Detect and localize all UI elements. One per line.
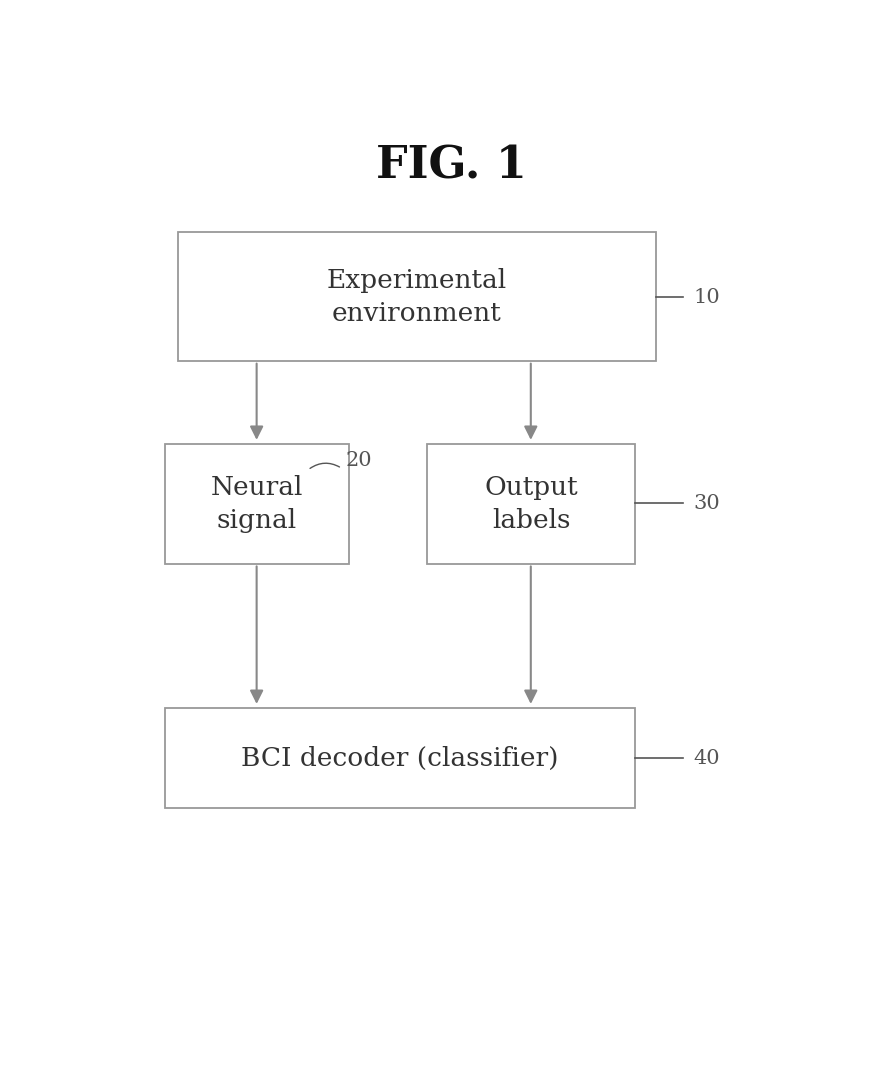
- Text: BCI decoder (classifier): BCI decoder (classifier): [241, 746, 559, 771]
- FancyBboxPatch shape: [165, 444, 348, 563]
- Text: 20: 20: [345, 450, 372, 470]
- FancyBboxPatch shape: [179, 232, 656, 361]
- Text: Experimental
environment: Experimental environment: [326, 268, 507, 326]
- Text: Output
labels: Output labels: [484, 474, 578, 532]
- FancyBboxPatch shape: [165, 708, 635, 807]
- Text: 30: 30: [693, 493, 720, 513]
- FancyBboxPatch shape: [427, 444, 635, 563]
- Text: Neural
signal: Neural signal: [210, 474, 303, 532]
- Text: 10: 10: [693, 287, 720, 306]
- Text: FIG. 1: FIG. 1: [376, 145, 526, 188]
- Text: 40: 40: [693, 748, 720, 768]
